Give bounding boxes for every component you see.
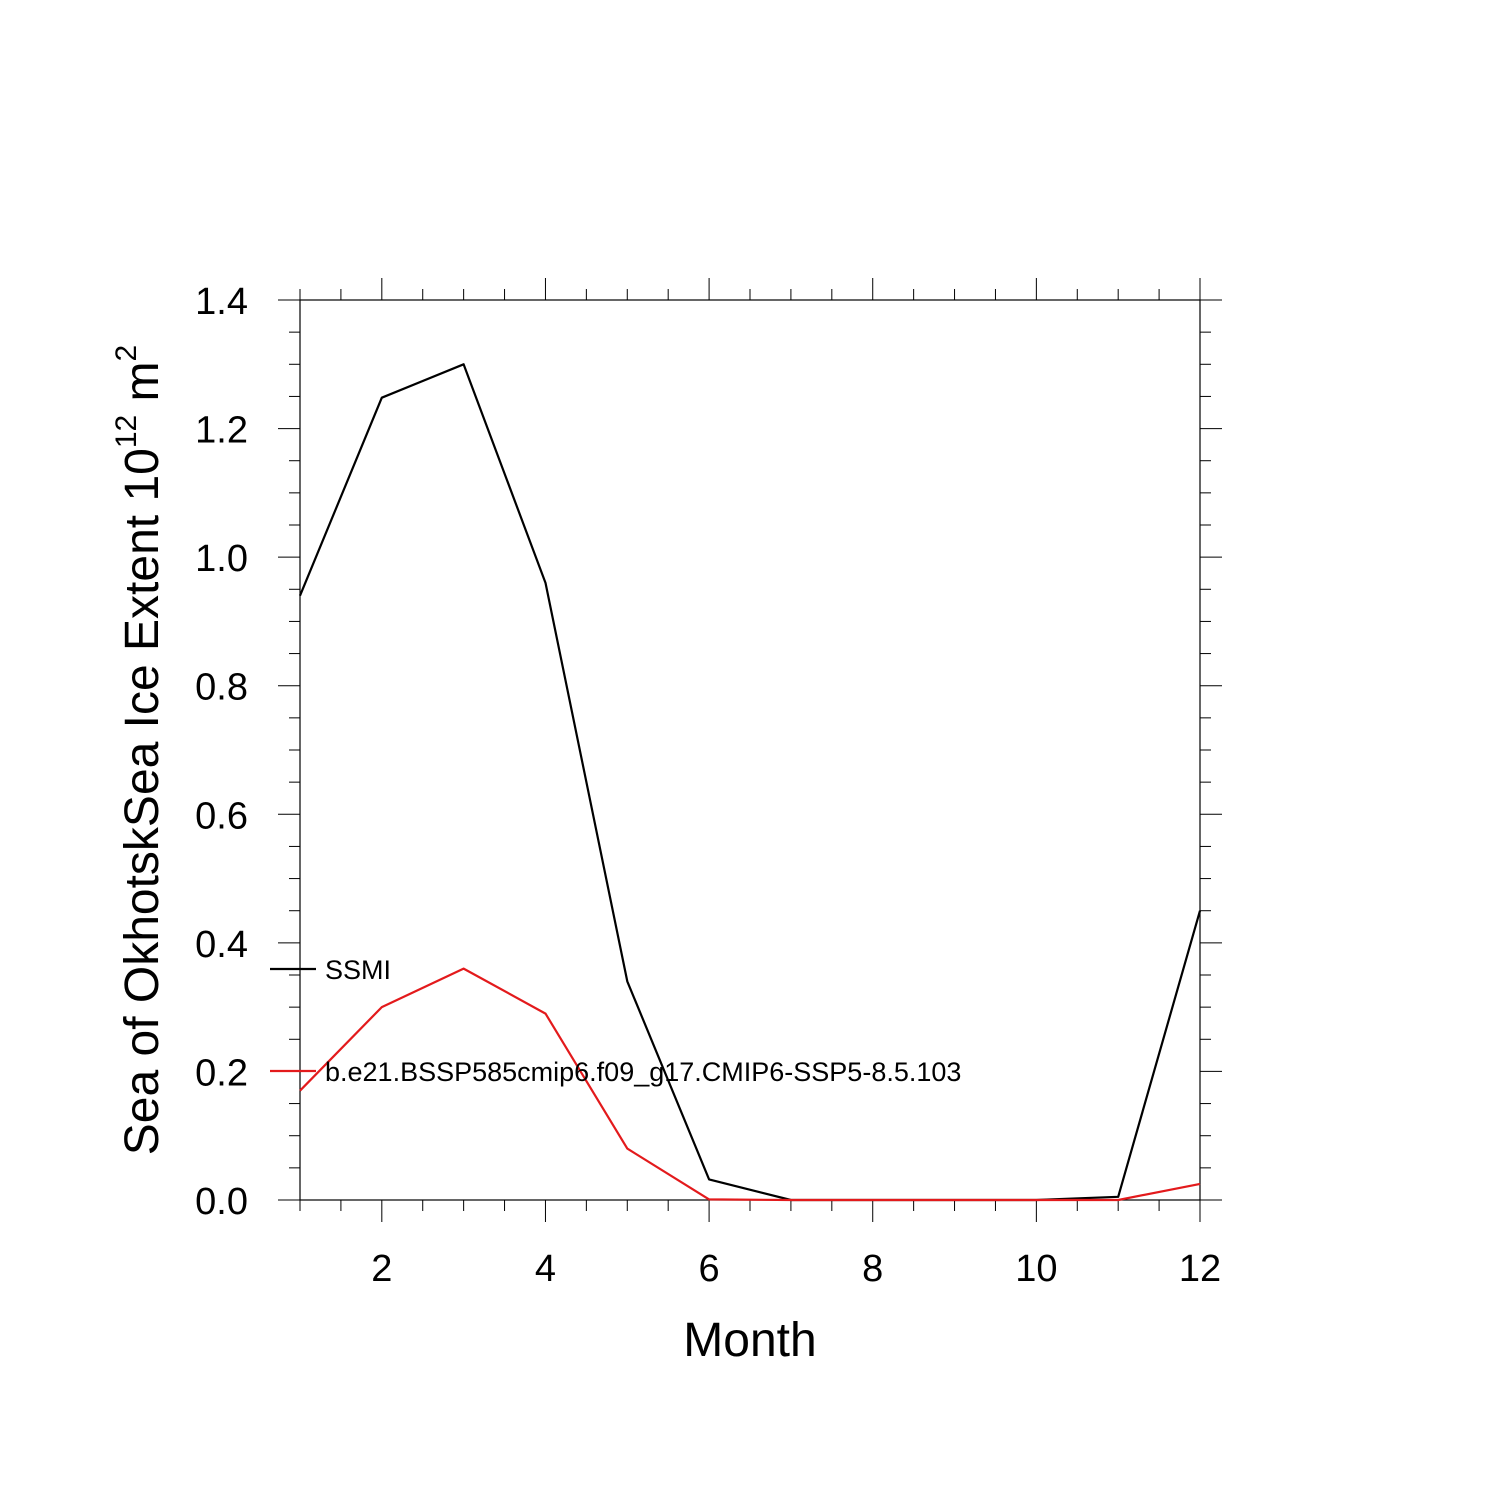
x-tick-label: 12 xyxy=(1179,1248,1221,1290)
x-tick-labels: 2 4 6 8 10 12 xyxy=(371,1248,1221,1290)
y-tick-label: 1.2 xyxy=(195,410,248,452)
legend-label: b.e21.BSSP585cmip6.f09_g17.CMIP6-SSP5-8.… xyxy=(325,1057,961,1087)
x-tick-label: 2 xyxy=(371,1248,392,1290)
y-tick-label: 1.4 xyxy=(195,281,248,323)
series-lines xyxy=(298,363,1202,1202)
legend-label: SSMI xyxy=(325,955,391,985)
y-axis-label-prefix: Sea of OkhotskSea Ice Extent 10 xyxy=(116,448,169,1155)
x-axis-label: Month xyxy=(683,1314,816,1367)
y-tick-labels: 0.0 0.2 0.4 0.6 0.8 1.0 1.2 1.4 xyxy=(195,281,248,1223)
y-axis-label-unit: m xyxy=(116,361,169,414)
x-tick-label: 10 xyxy=(1015,1248,1057,1290)
y-tick-label: 1.0 xyxy=(195,538,248,580)
y-tick-label: 0.8 xyxy=(195,667,248,709)
y-tick-label: 0.4 xyxy=(195,924,248,966)
y-tick-label: 0.6 xyxy=(195,795,248,837)
series-line-2 xyxy=(299,967,1201,1202)
x-tick-label: 4 xyxy=(535,1248,556,1290)
y-tick-label: 0.0 xyxy=(195,1181,248,1223)
y-axis-label-unit-exponent: 2 xyxy=(110,345,143,362)
y-axis-label-exponent: 12 xyxy=(110,415,143,448)
y-axis-label: Sea of OkhotskSea Ice Extent 1012 m2 xyxy=(110,345,169,1155)
axis-ticks xyxy=(278,278,1222,1222)
legend: SSMI b.e21.BSSP585cmip6.f09_g17.CMIP6-SSP… xyxy=(270,955,961,1087)
x-tick-label: 6 xyxy=(699,1248,720,1290)
y-tick-label: 0.2 xyxy=(195,1052,248,1094)
x-tick-label: 8 xyxy=(862,1248,883,1290)
